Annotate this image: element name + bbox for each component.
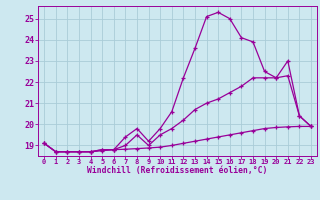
X-axis label: Windchill (Refroidissement éolien,°C): Windchill (Refroidissement éolien,°C)	[87, 166, 268, 175]
